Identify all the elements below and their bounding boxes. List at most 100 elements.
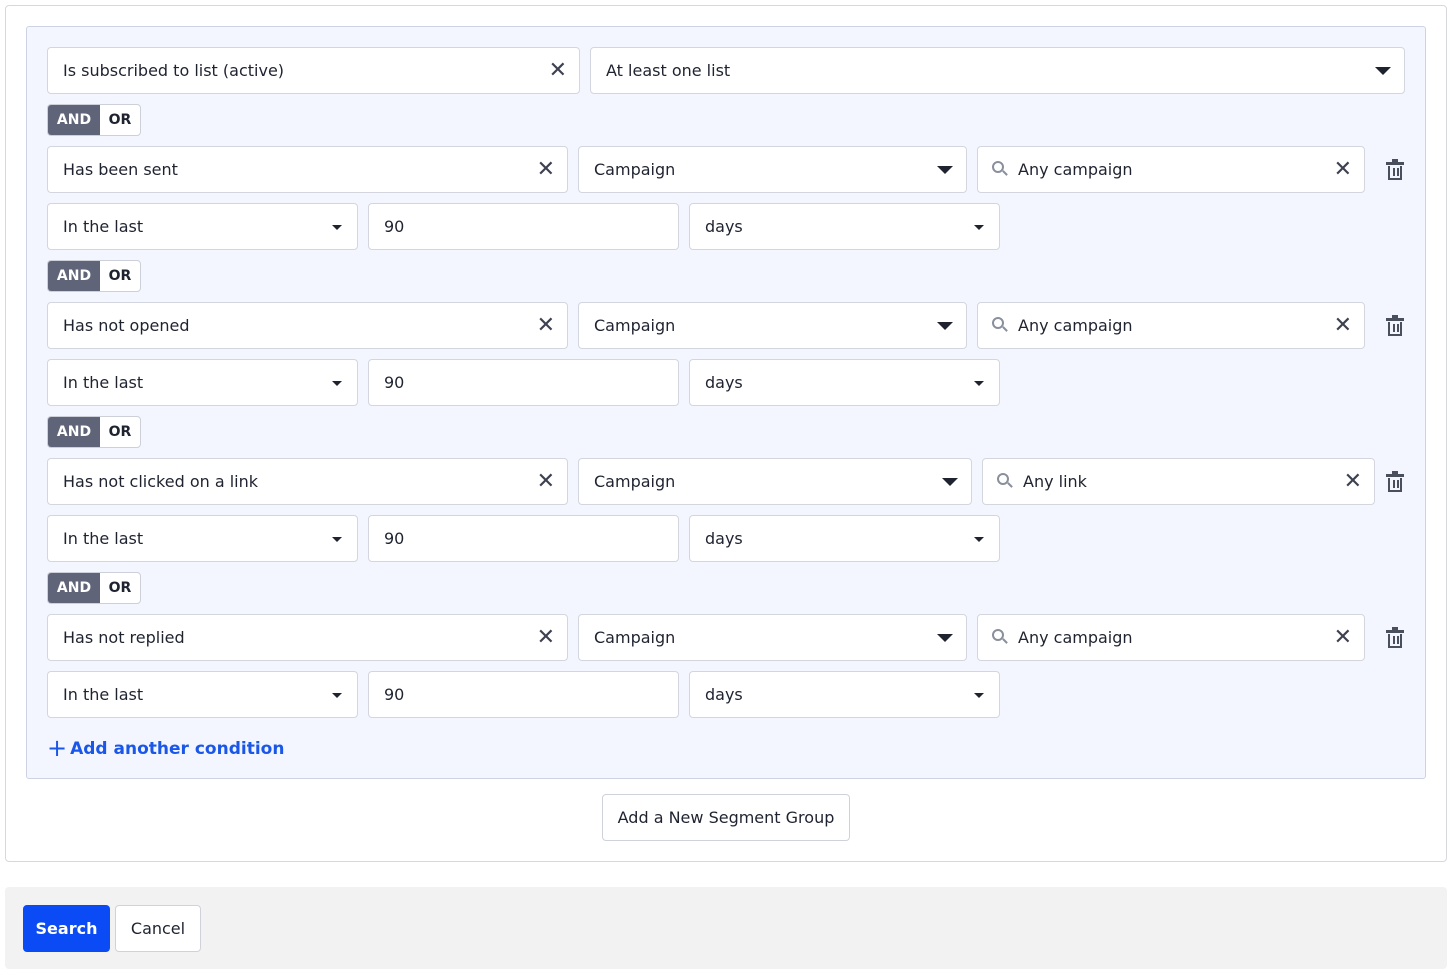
condition-type-select[interactable]: Campaign (578, 458, 972, 505)
condition-target-search[interactable]: Any campaign ✕ (977, 614, 1365, 661)
time-range-select[interactable]: In the last (47, 671, 358, 718)
caret-down-icon (942, 478, 958, 486)
trash-icon[interactable] (1386, 471, 1404, 493)
field-value: Has not replied (63, 628, 185, 647)
plus-icon: + (47, 734, 68, 762)
condition-target-search[interactable]: Any link ✕ (982, 458, 1375, 505)
caret-down-icon (974, 537, 984, 542)
amount-input[interactable]: 90 (368, 671, 679, 718)
search-button[interactable]: Search (23, 905, 110, 952)
and-option[interactable]: AND (48, 261, 100, 291)
caret-down-icon (332, 225, 342, 230)
and-option[interactable]: AND (48, 417, 100, 447)
time-range-select[interactable]: In the last (47, 515, 358, 562)
condition-action-field[interactable]: Has not replied ✕ (47, 614, 568, 661)
input-value: 90 (384, 373, 405, 392)
search-value: Any campaign (1018, 628, 1133, 647)
select-value: days (705, 685, 743, 704)
condition-action-field[interactable]: Has not opened ✕ (47, 302, 568, 349)
field-value: Has not clicked on a link (63, 472, 259, 491)
select-value: In the last (63, 529, 144, 548)
caret-down-icon (1375, 67, 1391, 75)
input-value: 90 (384, 529, 405, 548)
time-unit-select[interactable]: days (689, 515, 1000, 562)
search-icon (992, 629, 1004, 641)
and-or-toggle: AND OR (47, 572, 141, 604)
caret-down-icon (974, 693, 984, 698)
and-or-toggle: AND OR (47, 416, 141, 448)
select-value: days (705, 373, 743, 392)
search-icon (992, 161, 1004, 173)
and-option[interactable]: AND (48, 105, 100, 135)
condition-action-field[interactable]: Has been sent ✕ (47, 146, 568, 193)
add-condition-label: Add another condition (70, 739, 285, 759)
caret-down-icon (332, 693, 342, 698)
time-range-select[interactable]: In the last (47, 203, 358, 250)
condition-type-select[interactable]: Campaign (578, 614, 967, 661)
close-icon[interactable]: ✕ (536, 625, 555, 650)
trash-icon[interactable] (1386, 159, 1404, 181)
input-value: 90 (384, 217, 405, 236)
or-option[interactable]: OR (108, 424, 132, 440)
time-unit-select[interactable]: days (689, 203, 1000, 250)
search-value: Any campaign (1018, 316, 1133, 335)
trash-icon[interactable] (1386, 627, 1404, 649)
and-or-toggle: AND OR (47, 260, 141, 292)
or-option[interactable]: OR (108, 580, 132, 596)
close-icon[interactable]: ✕ (1333, 313, 1352, 338)
select-value: Campaign (594, 160, 676, 179)
close-icon[interactable]: ✕ (1333, 625, 1352, 650)
close-icon[interactable]: ✕ (548, 58, 567, 83)
close-icon[interactable]: ✕ (536, 157, 555, 182)
field-value: Is subscribed to list (active) (63, 61, 285, 80)
close-icon[interactable]: ✕ (1333, 157, 1352, 182)
caret-down-icon (332, 381, 342, 386)
condition-target-search[interactable]: Any campaign ✕ (977, 302, 1365, 349)
select-value: In the last (63, 685, 144, 704)
time-range-select[interactable]: In the last (47, 359, 358, 406)
trash-icon[interactable] (1386, 315, 1404, 337)
select-value: In the last (63, 217, 144, 236)
and-option[interactable]: AND (48, 573, 100, 603)
search-icon (992, 317, 1004, 329)
select-value: Campaign (594, 472, 676, 491)
caret-down-icon (937, 634, 953, 642)
or-option[interactable]: OR (108, 112, 132, 128)
list-mode-select[interactable]: At least one list (590, 47, 1405, 94)
add-condition-link[interactable]: + Add another condition (47, 734, 284, 762)
close-icon[interactable]: ✕ (536, 469, 555, 494)
add-segment-group-button[interactable]: Add a New Segment Group (602, 794, 850, 841)
amount-input[interactable]: 90 (368, 359, 679, 406)
input-value: 90 (384, 685, 405, 704)
and-or-toggle: AND OR (47, 104, 141, 136)
caret-down-icon (332, 537, 342, 542)
condition-type-select[interactable]: Campaign (578, 302, 967, 349)
condition-action-field[interactable]: Has not clicked on a link ✕ (47, 458, 568, 505)
close-icon[interactable]: ✕ (536, 313, 555, 338)
select-value: days (705, 217, 743, 236)
select-value: Campaign (594, 628, 676, 647)
time-unit-select[interactable]: days (689, 671, 1000, 718)
field-value: Has been sent (63, 160, 178, 179)
caret-down-icon (974, 381, 984, 386)
caret-down-icon (974, 225, 984, 230)
caret-down-icon (937, 322, 953, 330)
close-icon[interactable]: ✕ (1343, 469, 1362, 494)
time-unit-select[interactable]: days (689, 359, 1000, 406)
first-condition-field[interactable]: Is subscribed to list (active) ✕ (47, 47, 580, 94)
condition-type-select[interactable]: Campaign (578, 146, 967, 193)
caret-down-icon (937, 166, 953, 174)
select-value: At least one list (606, 61, 731, 80)
search-value: Any campaign (1018, 160, 1133, 179)
select-value: In the last (63, 373, 144, 392)
search-value: Any link (1023, 472, 1087, 491)
field-value: Has not opened (63, 316, 190, 335)
footer-bar (5, 887, 1447, 969)
or-option[interactable]: OR (108, 268, 132, 284)
condition-target-search[interactable]: Any campaign ✕ (977, 146, 1365, 193)
search-icon (997, 473, 1009, 485)
select-value: days (705, 529, 743, 548)
amount-input[interactable]: 90 (368, 203, 679, 250)
amount-input[interactable]: 90 (368, 515, 679, 562)
cancel-button[interactable]: Cancel (115, 905, 201, 952)
